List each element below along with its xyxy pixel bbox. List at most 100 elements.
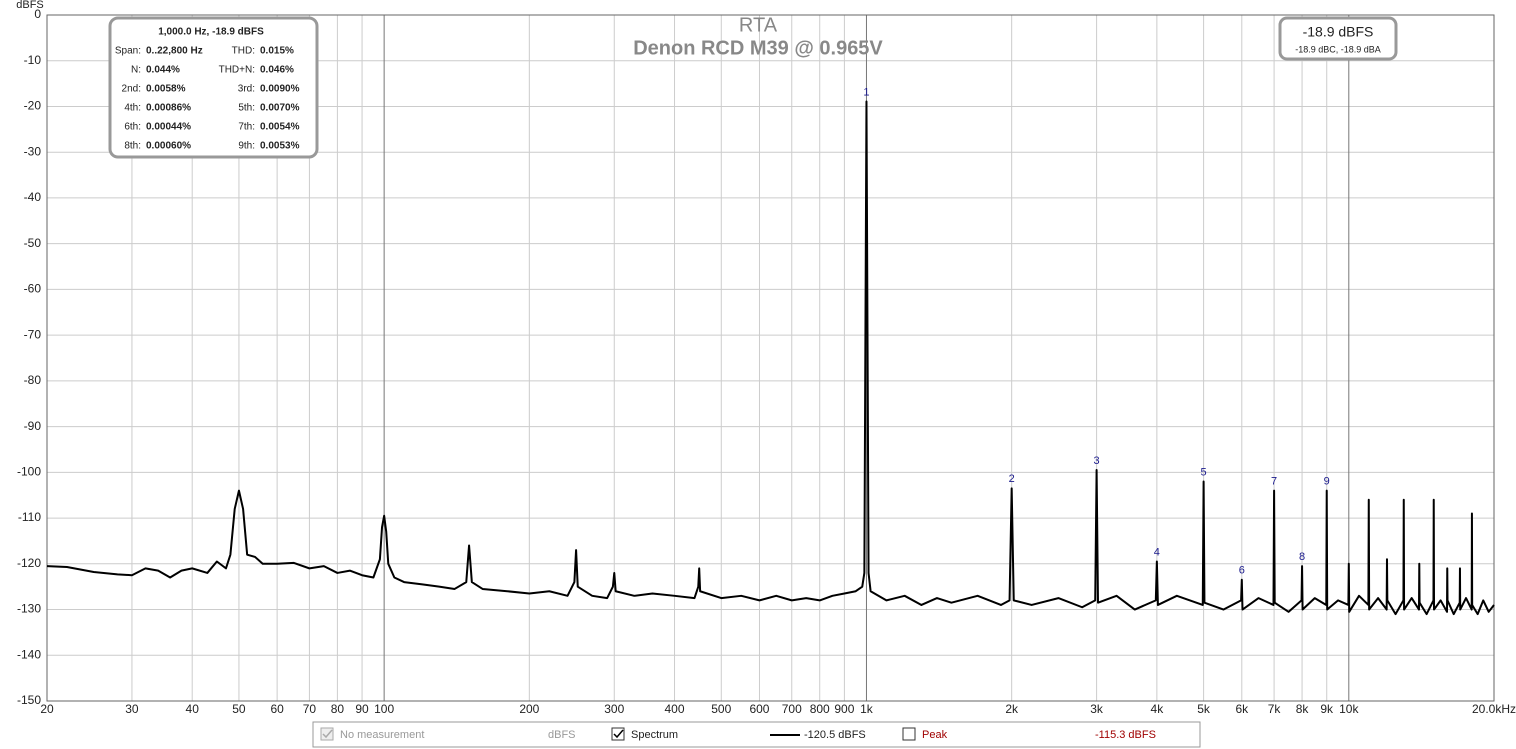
x-tick-label: 70: [303, 702, 317, 716]
checkbox[interactable]: [902, 727, 916, 741]
info-label: Span:: [115, 46, 141, 57]
info-label: 2nd:: [122, 84, 141, 95]
y-tick-label: -100: [17, 465, 41, 479]
info-value: 0.044%: [146, 65, 180, 76]
legend-label: No measurement: [340, 729, 424, 741]
info-label: 8th:: [124, 141, 141, 152]
y-tick-label: -140: [17, 647, 41, 661]
info-value: 0.0058%: [146, 84, 186, 95]
level-sub: -18.9 dBC, -18.9 dBA: [1295, 44, 1381, 54]
x-tick-label: 600: [749, 702, 769, 716]
legend-bar: [312, 721, 1201, 748]
y-tick-label: 0: [34, 7, 41, 21]
info-value: 0..22,800 Hz: [146, 46, 203, 57]
info-box: [108, 16, 319, 159]
info-value: 0.0054%: [260, 122, 300, 133]
legend-reading: -115.3 dBFS: [1095, 729, 1156, 741]
x-tick-label: 9k: [1320, 702, 1334, 716]
x-tick-label: 80: [331, 702, 345, 716]
info-label: 7th:: [238, 122, 255, 133]
legend-unit: dBFS: [548, 729, 576, 741]
y-tick-label: -20: [24, 99, 42, 113]
x-tick-label: 40: [186, 702, 200, 716]
x-tick-label: 90: [355, 702, 369, 716]
x-tick-label: 8k: [1296, 702, 1310, 716]
harmonic-label: 4: [1154, 546, 1160, 558]
y-tick-label: -30: [24, 144, 42, 158]
harmonic-label: 5: [1201, 466, 1207, 478]
info-label: 5th:: [238, 103, 255, 114]
info-label: 4th:: [124, 103, 141, 114]
harmonic-label: 7: [1271, 476, 1277, 488]
x-tick-label: 4k: [1151, 702, 1165, 716]
info-label: THD+N:: [219, 65, 255, 76]
chart-title: RTA: [739, 14, 778, 36]
info-rows: Span: 0..22,800 Hz THD: 0.015% N: 0.044% THD+N…: [115, 46, 300, 152]
legend-label: Peak: [922, 729, 948, 741]
x-tick-label: 700: [782, 702, 802, 716]
info-value: 0.0090%: [260, 84, 300, 95]
info-value: 0.0053%: [260, 141, 300, 152]
checkmark: [322, 729, 333, 739]
x-tick-label: 900: [834, 702, 854, 716]
y-tick-label: -10: [24, 53, 42, 67]
y-tick-label: -90: [24, 419, 42, 433]
info-value: 0.015%: [260, 46, 294, 57]
info-value: 0.00060%: [146, 141, 191, 152]
x-tick-label: 800: [810, 702, 830, 716]
x-tick-label: 50: [232, 702, 246, 716]
info-label: 3rd:: [238, 84, 255, 95]
x-tick-label: 5k: [1197, 702, 1211, 716]
plot: 1 2 3 4 5 6 7 8 9: [46, 86, 1495, 616]
x-tick-label: 60: [270, 702, 284, 716]
legend-label: Spectrum: [631, 729, 678, 741]
x-tick-label: 6k: [1235, 702, 1249, 716]
legend-reading: -120.5 dBFS: [804, 729, 866, 741]
x-tick-label: 100: [374, 702, 394, 716]
y-tick-label: -50: [24, 236, 42, 250]
y-tick-label: -130: [17, 602, 41, 616]
x-tick-label: 30: [125, 702, 139, 716]
y-tick-label: -60: [24, 282, 42, 296]
info-title: 1,000.0 Hz, -18.9 dBFS: [158, 27, 264, 38]
info-value: 0.00044%: [146, 122, 191, 133]
info-value: 0.046%: [260, 65, 294, 76]
x-tick-label: 20: [40, 702, 54, 716]
y-tick-label: -110: [18, 510, 41, 524]
x-tick-label: 300: [604, 702, 624, 716]
x-tick-label: 7k: [1268, 702, 1282, 716]
x-tick-label: 2k: [1005, 702, 1019, 716]
info-value: 0.0070%: [260, 103, 300, 114]
y-tick-label: -120: [17, 556, 41, 570]
info-value: 0.00086%: [146, 103, 191, 114]
x-tick-label: 500: [711, 702, 731, 716]
x-tick-label: 400: [665, 702, 685, 716]
y-unit: dBFS: [16, 0, 44, 11]
x-tick-label: 10k: [1339, 702, 1359, 716]
level-box: [1278, 16, 1398, 61]
info-label: 9th:: [238, 141, 255, 152]
info-label: 6th:: [124, 122, 141, 133]
spectrum-line: [46, 100, 1495, 616]
y-tick-label: -150: [17, 693, 41, 707]
x-tick-label: 3k: [1090, 702, 1104, 716]
x-tick-label: 20.0kHz: [1472, 702, 1516, 716]
info-label: THD:: [232, 46, 255, 57]
y-tick-label: -70: [24, 327, 42, 341]
x-tick-label: 200: [519, 702, 539, 716]
y-tick-label: -40: [24, 190, 42, 204]
info-label: N:: [131, 65, 141, 76]
harmonic-label: 8: [1299, 551, 1305, 563]
chart-subtitle: Denon RCD M39 @ 0.965V: [633, 37, 883, 59]
harmonic-label: 3: [1094, 455, 1100, 467]
checkmark: [613, 729, 624, 739]
checkbox[interactable]: [611, 727, 625, 741]
checkbox: [320, 727, 334, 741]
level-main: -18.9 dBFS: [1303, 24, 1374, 40]
harmonic-label: 1: [863, 86, 869, 98]
x-tick-label: 1k: [860, 702, 874, 716]
y-tick-label: -80: [24, 373, 42, 387]
harmonic-label: 6: [1239, 565, 1245, 577]
